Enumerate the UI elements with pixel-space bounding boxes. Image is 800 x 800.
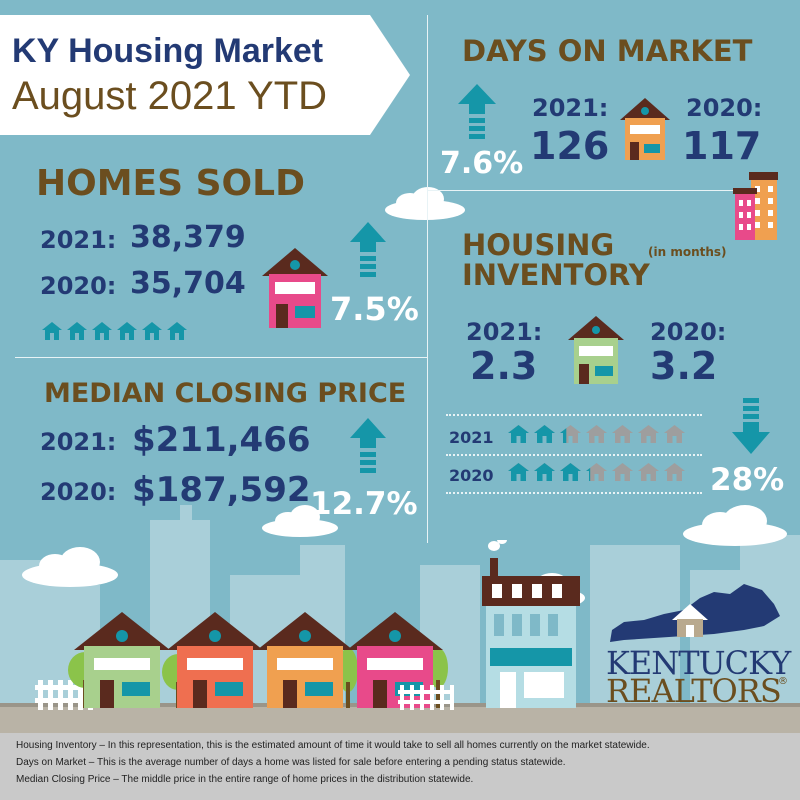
- small-house-icon: [117, 322, 137, 340]
- inventory-heading-line-2: INVENTORY: [462, 258, 650, 292]
- days-on-market-label-2021: 2021:: [532, 94, 609, 122]
- homes-sold-label-2020: 2020:: [40, 272, 117, 300]
- orange-house-icon: [620, 98, 670, 160]
- inventory-month-house-icon: [508, 425, 529, 443]
- inventory-month-house-icon: [664, 463, 685, 481]
- homes-sold-label-2021: 2021:: [40, 226, 117, 254]
- title-banner: [0, 15, 410, 135]
- homes-sold-heading: HOMES SOLD: [36, 163, 305, 204]
- homes-sold-value-2021: 38,379: [130, 220, 246, 255]
- inventory-value-2021: 2.3: [470, 344, 538, 388]
- median-price-heading: MEDIAN CLOSING PRICE: [44, 378, 407, 409]
- green-house-icon: [568, 316, 624, 384]
- homes-sold-value-2020: 35,704: [130, 266, 246, 301]
- inventory-label-2021: 2021:: [466, 318, 543, 346]
- kentucky-state-logo-icon: [610, 584, 780, 642]
- inventory-row-2021-label: 2021: [449, 428, 494, 447]
- inventory-row-2020-label: 2020: [449, 466, 494, 485]
- homes-sold-change: 7.5%: [330, 290, 419, 328]
- inventory-month-house-icon: [664, 425, 685, 443]
- inventory-row-2021: [508, 425, 685, 443]
- inventory-label-2020: 2020:: [650, 318, 727, 346]
- pink-house-icon: [262, 248, 328, 328]
- inventory-month-house-icon: [586, 463, 607, 481]
- title-line-1: KY Housing Market: [12, 32, 324, 70]
- small-house-icon: [92, 322, 112, 340]
- days-on-market-up-arrow-icon: [458, 84, 496, 139]
- small-house-icon: [167, 322, 187, 340]
- inventory-dotted-line-bottom: [446, 492, 702, 494]
- median-price-label-2020: 2020:: [40, 478, 117, 506]
- days-on-market-heading: DAYS ON MARKET: [462, 34, 753, 68]
- homes-sold-up-arrow-icon: [350, 222, 386, 277]
- vertical-divider: [427, 15, 428, 543]
- inventory-month-house-icon: [638, 425, 659, 443]
- inventory-dotted-line-top: [446, 414, 702, 416]
- small-house-icon: [142, 322, 162, 340]
- median-price-change: 12.7%: [310, 486, 418, 522]
- inventory-heading-line-1: HOUSING: [462, 228, 615, 262]
- street-scene: [35, 540, 580, 710]
- median-price-label-2021: 2021:: [40, 428, 117, 456]
- inventory-down-arrow-icon: [732, 398, 770, 454]
- inventory-month-house-icon: [586, 425, 607, 443]
- inventory-dotted-line-middle: [446, 454, 702, 456]
- small-house-icon: [42, 322, 62, 340]
- right-horizontal-divider: [427, 190, 737, 191]
- left-horizontal-divider: [15, 357, 427, 358]
- inventory-change: 28%: [710, 462, 785, 498]
- definition-housing-inventory: Housing Inventory – In this representati…: [16, 740, 650, 751]
- days-on-market-value-2021: 126: [530, 124, 610, 168]
- median-price-value-2021: $211,466: [132, 420, 311, 460]
- days-on-market-change: 7.6%: [440, 146, 524, 181]
- logo-registered-mark: ®: [778, 676, 788, 687]
- apartment-buildings-icon: [733, 172, 778, 240]
- small-house-icon: [67, 322, 87, 340]
- inventory-month-house-icon: [612, 425, 633, 443]
- inventory-month-house-icon: [560, 463, 581, 481]
- homes-sold-house-row: [42, 322, 187, 340]
- days-on-market-label-2020: 2020:: [686, 94, 763, 122]
- definition-days-on-market: Days on Market – This is the average num…: [16, 757, 566, 768]
- median-price-value-2020: $187,592: [132, 470, 311, 510]
- inventory-value-2020: 3.2: [650, 344, 718, 388]
- definition-median-closing-price: Median Closing Price – The middle price …: [16, 774, 474, 785]
- inventory-unit: (in months): [648, 245, 727, 259]
- inventory-month-house-icon: [612, 463, 633, 481]
- median-price-up-arrow-icon: [350, 418, 386, 473]
- inventory-month-house-icon: [638, 463, 659, 481]
- title-line-2: August 2021 YTD: [12, 74, 328, 118]
- inventory-month-house-icon: [560, 425, 581, 443]
- logo-line-2: REALTORS: [606, 672, 782, 710]
- inventory-month-house-icon: [534, 463, 555, 481]
- inventory-month-house-icon: [508, 463, 529, 481]
- days-on-market-value-2020: 117: [682, 124, 762, 168]
- inventory-month-house-icon: [534, 425, 555, 443]
- definitions-footer: Housing Inventory – In this representati…: [0, 733, 800, 800]
- inventory-row-2020: [508, 463, 685, 481]
- logo-line-1: KENTUCKY: [606, 644, 791, 682]
